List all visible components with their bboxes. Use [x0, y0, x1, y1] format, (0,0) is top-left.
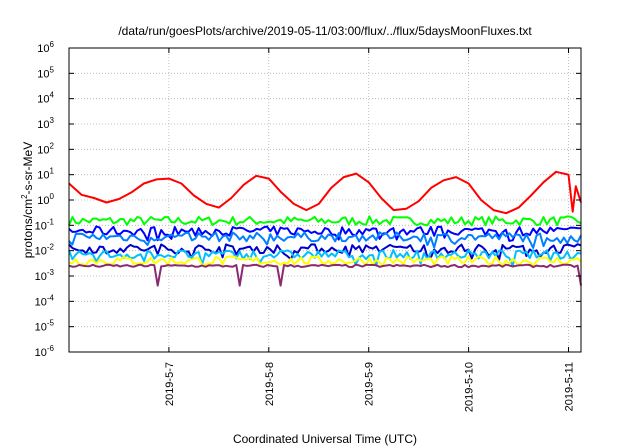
y-tick-base: 10 [35, 322, 47, 334]
y-tick-label: 10-3 [35, 268, 55, 283]
y-tick-base: 10 [35, 296, 47, 308]
y-tick-label: 100 [37, 192, 54, 207]
y-tick-label: 10-6 [35, 344, 55, 359]
series-line-7 [68, 255, 582, 267]
y-tick-base: 10 [35, 220, 47, 232]
y-tick-base: 10 [37, 94, 49, 106]
y-tick-exponent: -3 [47, 268, 55, 277]
y-tick-label: 10-5 [35, 319, 55, 334]
grid-lines [69, 48, 581, 352]
series-line-1 [68, 170, 582, 215]
y-tick-label: 102 [37, 141, 54, 156]
x-tick-label: 2019-5-9 [364, 362, 376, 406]
y-axis-label-main: protons/cm [21, 199, 35, 258]
series-line-4 [68, 231, 582, 249]
y-axis-label: protons/cm2-s-sr-MeV [20, 142, 35, 258]
y-tick-exponent: 4 [50, 91, 55, 100]
y-tick-base: 10 [37, 68, 49, 80]
y-axis-ticks: 10-610-510-410-310-210-11001011021031041… [35, 40, 581, 359]
x-tick-label: 2019-5-8 [264, 362, 276, 406]
series-line-8 [68, 263, 582, 287]
series-line-2 [68, 215, 582, 227]
y-axis-label-sup: 2 [20, 194, 29, 199]
y-tick-base: 10 [35, 347, 47, 359]
series-line-3 [68, 225, 582, 242]
y-tick-base: 10 [37, 195, 49, 207]
y-tick-exponent: -5 [47, 319, 55, 328]
y-tick-base: 10 [35, 246, 47, 258]
chart-title: /data/run/goesPlots/archive/2019-05-11/0… [118, 24, 532, 38]
y-tick-exponent: 0 [50, 192, 55, 201]
x-tick-label: 2019-5-11 [564, 362, 576, 411]
y-tick-exponent: 2 [50, 141, 55, 150]
y-tick-label: 10-4 [35, 293, 55, 308]
y-tick-label: 10-1 [35, 217, 55, 232]
y-tick-label: 104 [37, 91, 54, 106]
y-tick-exponent: -6 [47, 344, 55, 353]
x-tick-label: 2019-5-7 [164, 362, 176, 406]
y-tick-label: 105 [37, 65, 54, 80]
y-tick-exponent: 6 [50, 40, 55, 49]
y-tick-exponent: 1 [50, 167, 55, 176]
y-tick-exponent: -4 [47, 293, 55, 302]
y-tick-exponent: -2 [47, 243, 55, 252]
y-tick-label: 106 [37, 40, 54, 55]
y-tick-label: 101 [37, 167, 54, 182]
x-axis-label: Coordinated Universal Time (UTC) [233, 432, 417, 446]
x-axis-ticks: 2019-5-7 2019-5-8 2019-5-9 2019-5-10 2019-5-… [164, 48, 576, 412]
y-tick-exponent: 5 [50, 65, 55, 74]
y-tick-label: 10-2 [35, 243, 55, 258]
y-tick-base: 10 [37, 43, 49, 55]
y-tick-base: 10 [37, 144, 49, 156]
y-tick-label: 103 [37, 116, 54, 131]
y-tick-base: 10 [37, 170, 49, 182]
y-tick-exponent: 3 [50, 116, 55, 125]
series-lines [68, 170, 582, 287]
x-tick-label: 2019-5-10 [464, 362, 476, 412]
y-tick-base: 10 [37, 119, 49, 131]
y-axis-label-rest: -s-sr-MeV [21, 142, 35, 195]
y-tick-base: 10 [35, 271, 47, 283]
y-tick-exponent: -1 [47, 217, 55, 226]
